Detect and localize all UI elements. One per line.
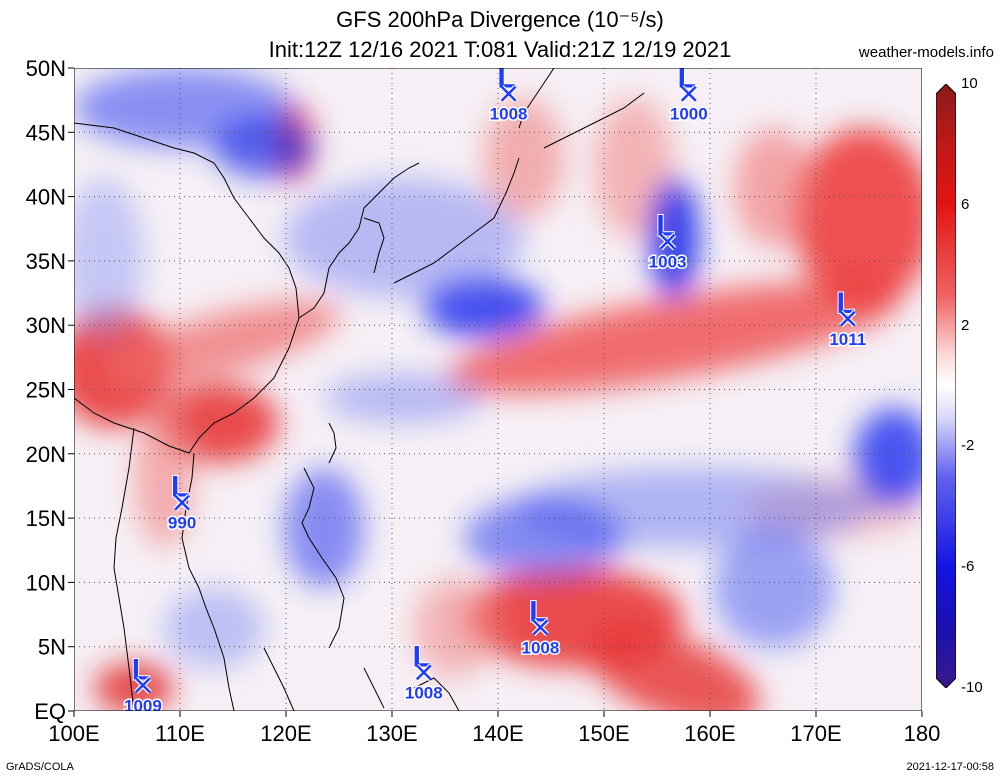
map-plot-area: L 1008 L 1000 L 1003 L 1011 L 990 L 1008 L 1008 L 1009 (54, 61, 934, 727)
low-center-x (839, 310, 856, 327)
lat-tick-label: 40N (26, 185, 66, 210)
lat-tick-label: 5N (38, 635, 66, 660)
low-center-x (174, 494, 191, 511)
low-pressure-value: 1008 (521, 638, 559, 657)
lat-tick-label: 35N (26, 249, 66, 274)
lat-lon-grid (74, 68, 922, 711)
low-center-x (135, 677, 151, 694)
lon-tick-label: 180 (904, 721, 941, 746)
lon-tick-label: 140E (472, 721, 523, 746)
lon-tick-label: 120E (260, 721, 311, 746)
lon-tick-label: 100E (48, 721, 99, 746)
colorbar-tick-label: 6 (961, 195, 970, 213)
lat-tick-label: 10N (26, 570, 66, 595)
low-center-x (659, 233, 676, 250)
colorbar-scale (935, 83, 957, 689)
map-title: GFS 200hPa Divergence (10⁻⁵/s) (336, 7, 664, 32)
low-pressure-value: 1008 (490, 105, 528, 124)
colorbar (935, 83, 957, 689)
lat-tick-label: 25N (26, 378, 66, 403)
footer-timestamp: 2021-12-17-00:58 (906, 761, 994, 773)
lat-tick-label: 20N (26, 442, 66, 467)
lat-tick-label: EQ (34, 699, 66, 724)
lat-tick-label: 15N (26, 506, 66, 531)
low-center-x (680, 85, 697, 102)
colorbar-tick-label: -2 (961, 437, 975, 455)
low-pressure-value: 990 (168, 514, 196, 533)
lon-tick-label: 170E (790, 721, 841, 746)
low-pressure-value: 1000 (670, 105, 708, 124)
source-credit: weather-models.info (858, 44, 994, 61)
low-pressure-value: 1008 (405, 683, 443, 702)
colorbar-tick-label: -10 (961, 679, 983, 696)
lon-tick-label: 130E (366, 721, 417, 746)
lon-tick-label: 160E (684, 721, 735, 746)
low-center-x (415, 664, 432, 681)
divergence-field (54, 68, 934, 727)
lat-tick-label: 30N (26, 313, 66, 338)
low-pressure-value: 1003 (649, 253, 687, 272)
low-center-x (532, 619, 549, 636)
colorbar-tick-label: 10 (961, 75, 978, 92)
low-pressure-value: 1011 (829, 330, 866, 349)
lon-tick-label: 110E (155, 721, 205, 746)
colorbar-tick-label: -6 (961, 558, 975, 576)
footer-software: GrADS/COLA (6, 761, 74, 773)
colorbar-tick-label: 2 (961, 316, 970, 334)
map-subtitle: Init:12Z 12/16 2021 T:081 Valid:21Z 12/1… (268, 37, 732, 62)
low-center-x (500, 85, 517, 102)
lat-tick-label: 45N (26, 120, 66, 145)
lon-tick-label: 150E (578, 721, 629, 746)
low-pressure-value: 1009 (124, 696, 162, 711)
